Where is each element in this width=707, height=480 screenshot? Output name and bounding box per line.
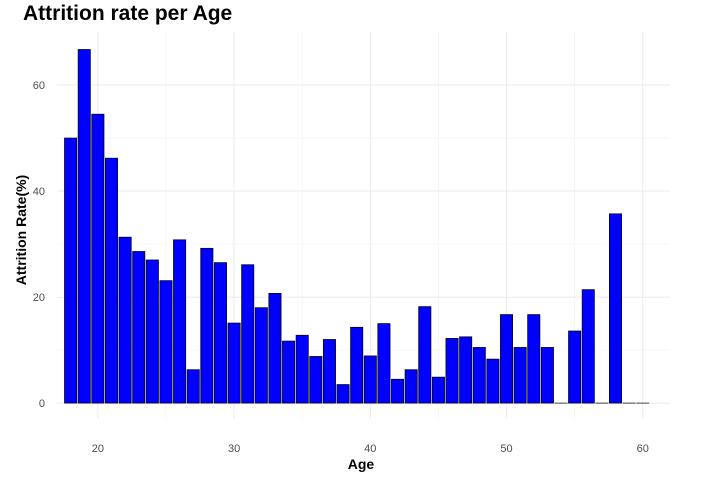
x-tick-label: 50 [500, 443, 512, 455]
bar-age-29 [213, 262, 227, 404]
bar-age-50 [500, 314, 514, 404]
bar-age-49 [486, 358, 500, 404]
bar-age-48 [472, 347, 486, 404]
y-axis-title: Attrition Rate(%) [13, 175, 29, 285]
bar-age-44 [418, 306, 432, 404]
y-tick-label: 0 [39, 398, 45, 410]
bar-age-56 [581, 289, 595, 404]
bar-age-43 [404, 369, 418, 404]
bar-age-41 [377, 323, 391, 404]
x-tick-label: 40 [364, 443, 376, 455]
bar-age-23 [132, 251, 146, 404]
x-tick-label: 60 [637, 443, 649, 455]
bar-age-36 [309, 356, 323, 404]
bar-age-34 [282, 340, 296, 404]
bar-age-26 [173, 239, 187, 404]
bar-age-27 [186, 369, 200, 404]
bar-age-28 [200, 247, 214, 404]
x-axis-title: Age [348, 456, 375, 472]
bar-age-47 [459, 336, 473, 404]
bar-age-22 [118, 236, 132, 404]
bar-age-18 [64, 137, 78, 404]
bar-age-24 [145, 259, 159, 404]
bar-age-25 [159, 280, 173, 404]
bar-age-52 [527, 314, 541, 404]
bar-age-19 [77, 49, 91, 404]
chart-title: Attrition rate per Age [23, 2, 233, 25]
bar-age-53 [540, 347, 554, 404]
bar-age-40 [363, 355, 377, 404]
x-axis-ticks: 20 30 40 50 60 [92, 443, 649, 455]
bar-age-31 [241, 264, 255, 404]
y-tick-label: 60 [33, 80, 45, 92]
bar-age-21 [105, 157, 118, 404]
y-axis-ticks: 0 20 40 60 [33, 80, 45, 410]
bar-age-38 [336, 384, 350, 404]
x-tick-label: 30 [228, 443, 240, 455]
bars [64, 49, 650, 404]
bar-age-32 [254, 307, 268, 404]
bar-age-20 [91, 113, 105, 404]
x-tick-label: 20 [92, 443, 104, 455]
bar-age-46 [445, 338, 459, 404]
bar-age-51 [513, 347, 527, 404]
bar-age-37 [322, 339, 336, 404]
y-tick-label: 20 [33, 292, 45, 304]
bar-age-30 [227, 322, 241, 404]
bar-age-39 [350, 326, 364, 404]
bar-age-35 [295, 334, 309, 404]
bar-age-55 [568, 330, 582, 404]
bar-age-42 [391, 378, 405, 404]
bar-age-45 [431, 376, 445, 404]
bar-age-33 [268, 293, 282, 404]
bar-age-58 [609, 213, 622, 404]
y-tick-label: 40 [33, 186, 45, 198]
